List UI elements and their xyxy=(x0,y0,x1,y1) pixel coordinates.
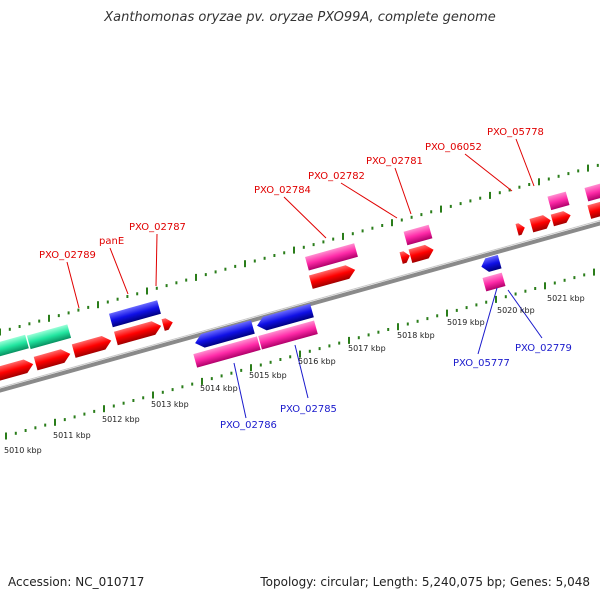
reverse-gene-labels: PXO_02786 PXO_02785 PXO_05777 PXO_02779 xyxy=(220,287,572,431)
label-pxo-05778: PXO_05778 xyxy=(487,127,544,138)
gene-blue xyxy=(481,254,502,272)
kbp-label: 5017 kbp xyxy=(348,344,386,353)
kbp-label: 5011 kbp xyxy=(53,431,91,440)
gene-pink xyxy=(584,182,600,202)
label-pxo-02784: PXO_02784 xyxy=(254,185,311,196)
gene-red xyxy=(408,244,434,263)
kbp-label: 5015 kbp xyxy=(249,371,287,380)
kbp-label: 5013 kbp xyxy=(151,400,189,409)
kbp-label: 5019 kbp xyxy=(447,318,485,327)
label-pxo-02785: PXO_02785 xyxy=(280,404,337,415)
gene-blue xyxy=(195,320,255,348)
gene-red xyxy=(515,223,525,236)
gene-red xyxy=(550,211,571,227)
gene-pink xyxy=(547,191,570,211)
forward-genes-lower xyxy=(0,201,600,385)
label-pxo-02786: PXO_02786 xyxy=(220,420,277,431)
kbp-tick-labels: 5010 kbp 5011 kbp 5012 kbp 5013 kbp 5014… xyxy=(4,294,585,455)
label-pxo-02789: PXO_02789 xyxy=(39,250,96,261)
genome-summary-text: Topology: circular; Length: 5,240,075 bp… xyxy=(260,575,590,589)
gene-red xyxy=(587,201,600,219)
label-pxo-06052: PXO_06052 xyxy=(425,142,482,153)
kbp-label: 5016 kbp xyxy=(298,357,336,366)
map-title: Xanthomonas oryzae pv. oryzae PXO99A, co… xyxy=(104,10,496,25)
kbp-label: 5010 kbp xyxy=(4,446,42,455)
gene-pink xyxy=(403,224,433,246)
gene-green xyxy=(0,334,29,362)
label-pxo-05777: PXO_05777 xyxy=(453,358,510,369)
kbp-label: 5012 kbp xyxy=(102,415,140,424)
label-pxo-02779: PXO_02779 xyxy=(515,343,572,354)
ruler-bottom xyxy=(5,268,595,440)
gene-blue xyxy=(109,300,161,328)
gene-pink xyxy=(482,272,506,292)
gene-red xyxy=(71,336,112,358)
gene-red xyxy=(114,321,162,346)
kbp-label: 5021 kbp xyxy=(547,294,585,303)
gene-red xyxy=(308,265,356,289)
gene-green xyxy=(26,324,72,350)
kbp-label: 5018 kbp xyxy=(397,331,435,340)
label-pxo-02782: PXO_02782 xyxy=(308,171,365,182)
genome-backbone-shade xyxy=(0,219,600,389)
gene-red xyxy=(399,251,410,264)
gene-red xyxy=(161,318,173,331)
ruler-top xyxy=(0,163,599,336)
reverse-genes xyxy=(193,254,506,368)
label-pxo-02787: PXO_02787 xyxy=(129,222,186,233)
gene-pink xyxy=(305,243,358,271)
gene-red xyxy=(529,215,551,233)
gene-red xyxy=(33,349,71,371)
forward-gene-labels: PXO_02789 panE PXO_02787 PXO_02784 PXO_0… xyxy=(39,127,544,309)
gene-red xyxy=(0,359,34,385)
gene-pink xyxy=(258,320,318,350)
forward-genes-upper xyxy=(0,182,600,362)
kbp-label: 5014 kbp xyxy=(200,384,238,393)
accession-text: Accession: NC_010717 xyxy=(8,575,145,589)
gene-pink xyxy=(193,336,261,368)
label-pane: panE xyxy=(99,236,124,247)
kbp-label: 5020 kbp xyxy=(497,306,535,315)
label-pxo-02781: PXO_02781 xyxy=(366,156,423,167)
gene-blue xyxy=(257,303,314,331)
